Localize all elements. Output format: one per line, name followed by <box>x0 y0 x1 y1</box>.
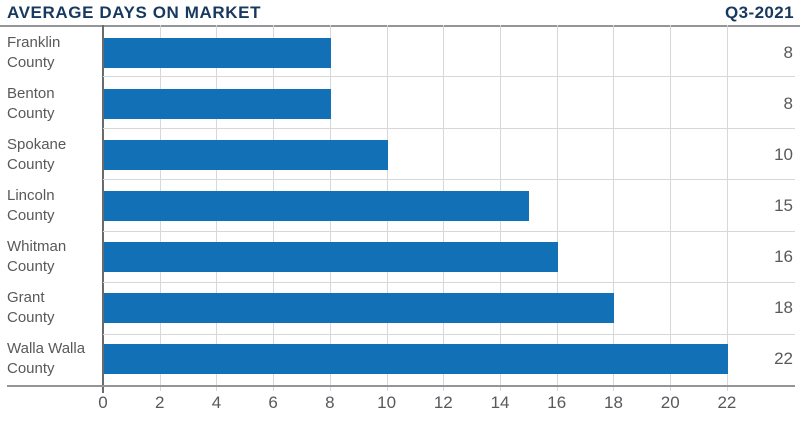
category-label: Benton County <box>7 84 101 124</box>
category-label: Walla Walla County <box>7 339 101 379</box>
x-tick-label: 4 <box>211 393 222 412</box>
value-label: 16 <box>774 247 793 267</box>
x-tick-label: 16 <box>547 393 567 412</box>
y-axis-line <box>102 25 104 393</box>
bar <box>104 88 331 119</box>
category-label-line: County <box>7 155 55 173</box>
category-label: Franklin County <box>7 33 101 73</box>
category-label-line: County <box>7 360 55 378</box>
category-label-line: Benton <box>7 84 55 102</box>
category-label-line: Walla Walla <box>7 340 86 358</box>
gridline-h <box>103 179 795 181</box>
chart-row: Benton County 8 <box>0 78 800 129</box>
x-tick-label: 18 <box>604 393 623 412</box>
gridline-h <box>103 230 795 232</box>
x-tick-label: 6 <box>268 393 278 412</box>
bar <box>104 37 331 68</box>
chart-header: AVERAGE DAYS ON MARKET Q3-2021 <box>0 0 800 25</box>
gridline-h <box>103 127 795 129</box>
chart-row: Lincoln County 15 <box>0 180 800 231</box>
gridline-h <box>103 333 795 335</box>
bar-cell <box>103 129 795 180</box>
x-tick-label: 14 <box>490 393 510 412</box>
gridline-v <box>670 25 672 391</box>
chart-row: Walla Walla County 22 <box>0 334 800 385</box>
x-tick-label: 0 <box>98 393 108 412</box>
chart-row: Franklin County 8 <box>0 27 800 78</box>
gridline-v <box>556 25 558 391</box>
category-label: Whitman County <box>7 237 101 277</box>
category-label-line: County <box>7 258 55 276</box>
category-label-line: County <box>7 309 55 327</box>
chart-title: AVERAGE DAYS ON MARKET <box>7 3 262 22</box>
category-label-line: Spokane <box>7 135 67 153</box>
x-axis-baseline <box>7 385 795 387</box>
period-label: Q3-2021 <box>725 3 794 22</box>
category-label-line: County <box>7 206 55 224</box>
bar-cell <box>103 27 795 78</box>
chart-row: Whitman County 16 <box>0 232 800 283</box>
top-rule <box>0 25 800 27</box>
category-label-line: Grant <box>7 289 45 307</box>
x-axis: 0 2 4 6 8 10 12 14 16 18 20 22 <box>98 385 795 424</box>
gridline-v <box>613 25 615 391</box>
chart-row: Grant County 18 <box>0 283 800 334</box>
x-tick-label: 10 <box>377 393 397 412</box>
bar-cell <box>103 334 795 385</box>
x-tick-label: 12 <box>433 393 453 412</box>
bar <box>104 190 530 221</box>
chart-body: Franklin County 8 Benton County 8 Spokane Count… <box>0 25 800 393</box>
bar-cell <box>103 180 795 231</box>
category-label-line: Whitman <box>7 238 67 256</box>
category-label-line: Franklin <box>7 33 61 51</box>
gridline-v <box>726 25 728 391</box>
bar-cell <box>103 232 795 283</box>
x-tick-label: 2 <box>154 393 165 412</box>
bar <box>104 293 615 324</box>
value-label: 10 <box>774 144 793 164</box>
bar-cell <box>103 78 795 129</box>
value-label: 22 <box>774 349 793 369</box>
value-label: 8 <box>783 93 793 113</box>
value-label: 15 <box>774 195 793 215</box>
value-label: 8 <box>783 42 793 62</box>
bar <box>104 139 388 170</box>
gridline-h <box>103 282 795 284</box>
x-tick-label: 20 <box>660 393 680 412</box>
bar <box>104 344 728 375</box>
gridline-h <box>103 76 795 78</box>
category-label: Lincoln County <box>7 186 101 226</box>
category-label-line: Lincoln <box>7 186 55 204</box>
category-label-line: County <box>7 104 55 122</box>
x-tick-label: 8 <box>325 393 335 412</box>
value-label: 18 <box>774 298 793 318</box>
chart-row: Spokane County 10 <box>0 129 800 180</box>
category-label: Grant County <box>7 288 101 328</box>
category-label-line: County <box>7 53 55 71</box>
chart-rows: Franklin County 8 Benton County 8 Spokane Count… <box>0 27 800 385</box>
bar-cell <box>103 283 795 334</box>
bar <box>104 242 558 273</box>
category-label: Spokane County <box>7 135 101 175</box>
x-tick-label: 22 <box>717 393 737 412</box>
